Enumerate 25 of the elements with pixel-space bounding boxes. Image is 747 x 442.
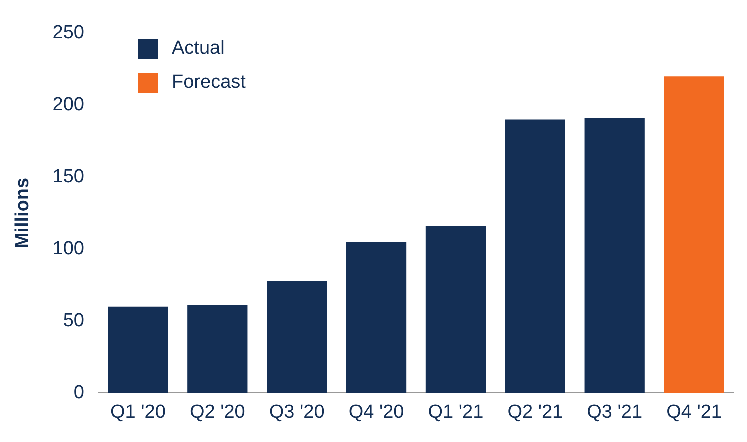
bar	[426, 226, 486, 394]
y-tick-label: 150	[52, 166, 84, 188]
bar	[267, 280, 328, 394]
legend-label: Forecast	[172, 72, 246, 94]
x-tick-label: Q4 '20	[348, 402, 404, 423]
bar	[505, 120, 566, 394]
y-tick-label: 200	[52, 94, 84, 116]
x-tick-label: Q3 '21	[587, 402, 643, 423]
bar	[108, 306, 168, 394]
legend-label: Actual	[172, 38, 225, 60]
x-tick-label: Q2 '20	[190, 402, 246, 423]
bar	[346, 242, 407, 394]
y-tick-label: 100	[52, 238, 84, 260]
x-tick-label: Q1 '21	[428, 402, 484, 423]
y-tick-label: 50	[63, 310, 84, 332]
y-tick-label: 250	[52, 22, 84, 44]
bar	[664, 76, 724, 394]
x-tick-label: Q2 '21	[508, 402, 564, 423]
y-axis-title: Millions	[12, 178, 34, 249]
x-tick-label: Q3 '20	[269, 402, 325, 423]
x-tick-label: Q4 '21	[666, 402, 722, 423]
bar	[584, 118, 645, 394]
bar	[188, 305, 248, 394]
y-tick-label: 0	[74, 382, 84, 404]
x-tick-label: Q1 '20	[110, 402, 166, 423]
